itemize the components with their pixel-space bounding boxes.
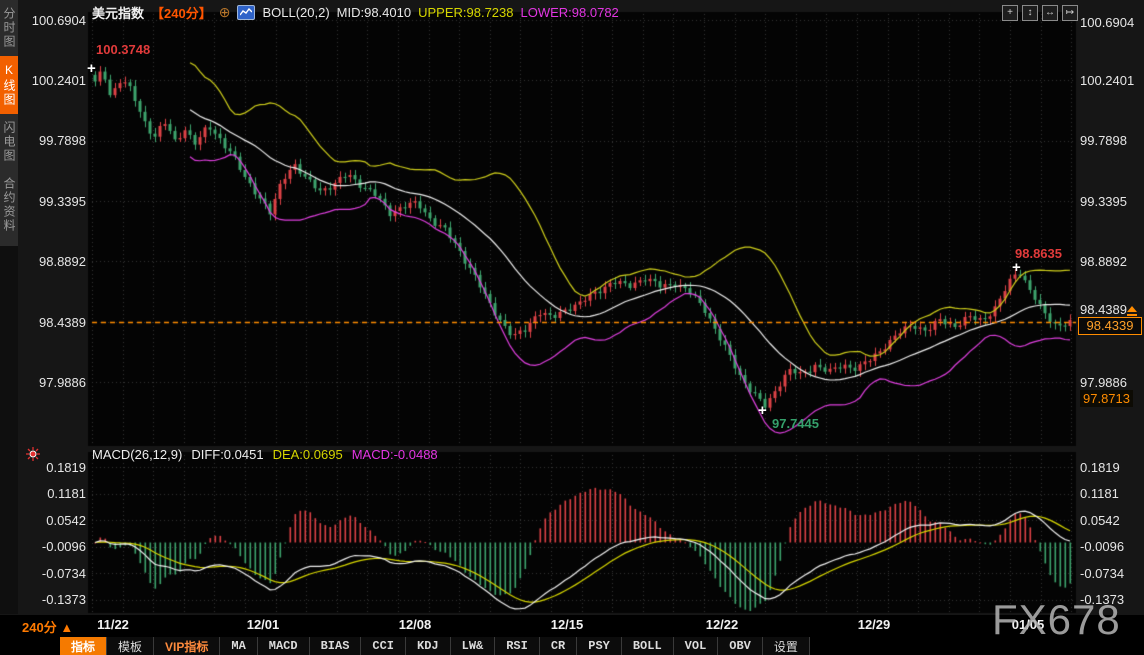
- macd-axis-label: -0.0096: [41, 539, 86, 554]
- x-axis-label: 11/22: [97, 617, 129, 632]
- macd-header: MACD(26,12,9) DIFF:0.0451 DEA:0.0695 MAC…: [92, 447, 438, 462]
- current-price-box: 98.4339: [1078, 317, 1142, 335]
- price-axis-label: 99.7898: [1080, 133, 1127, 148]
- x-axis-label: 12/01: [246, 617, 280, 632]
- toolbar-item-vol[interactable]: VOL: [673, 637, 719, 655]
- period-selector[interactable]: 240分 ▲: [22, 620, 74, 635]
- toolbar-item-boll[interactable]: BOLL: [621, 637, 674, 655]
- chart-type-icon[interactable]: [237, 5, 256, 20]
- macd-axis-label: 0.1181: [47, 486, 86, 501]
- macd-macd-value: MACD:-0.0488: [351, 447, 438, 462]
- macd-axis-label: 0.0542: [46, 513, 86, 528]
- toolbar-item-cci[interactable]: CCI: [361, 637, 407, 655]
- price-axis-label: 100.2401: [31, 73, 86, 88]
- toolbar-item-macd[interactable]: MACD: [257, 637, 310, 655]
- boll-mid-value: MID:98.4010: [336, 5, 412, 20]
- price-marker-icon: [1126, 306, 1138, 319]
- crosshair-marker: +: [758, 402, 767, 419]
- sidebar-tab-kline[interactable]: K线图: [0, 56, 18, 114]
- x-axis-label: 12/22: [705, 617, 739, 632]
- price-axis-label: 99.7898: [39, 133, 86, 148]
- macd-axis-label: 0.1819: [46, 460, 86, 475]
- x-axis-label: 12/15: [550, 617, 584, 632]
- price-axis-label: 98.4389: [39, 315, 86, 330]
- toolbar-item-vip[interactable]: VIP指标: [154, 637, 221, 655]
- toolbar-item-cr[interactable]: CR: [539, 637, 578, 655]
- boll-upper-value: UPPER:98.7238: [418, 5, 514, 20]
- price-axis-label: 100.6904: [31, 13, 86, 28]
- price-axis-label: 100.2401: [1080, 73, 1135, 88]
- scroll-right-icon[interactable]: ↦: [1062, 5, 1078, 21]
- sidebar-tab-timeline[interactable]: 分时图: [2, 7, 16, 49]
- macd-axis-label: -0.0734: [1080, 566, 1125, 581]
- symbol-title: 美元指数: [92, 6, 145, 21]
- macd-axis-label: 0.1819: [1080, 460, 1120, 475]
- annotation-high-first: 100.3748: [96, 42, 151, 57]
- toolbar-item-indicators[interactable]: 指标: [60, 637, 108, 655]
- boll-lower-value: LOWER:98.0782: [520, 5, 619, 20]
- macd-axis-label: 0.1181: [1080, 486, 1119, 501]
- toolbar-item-ma[interactable]: MA: [220, 637, 258, 655]
- crosshair-marker: +: [87, 60, 96, 77]
- price-axis-label: 98.8892: [1080, 254, 1127, 269]
- toolbar-item-rsi[interactable]: RSI: [495, 637, 540, 655]
- macd-diff-value: DIFF:0.0451: [191, 447, 264, 462]
- macd-axis-label: 0.0542: [1080, 513, 1120, 528]
- fit-horizontal-icon[interactable]: ↔: [1042, 5, 1058, 21]
- x-axis-label: 01/05: [1011, 617, 1045, 632]
- boll-label: BOLL(20,2): [262, 5, 330, 20]
- toolbar-item-psy[interactable]: PSY: [577, 637, 622, 655]
- toolbar-item-lw[interactable]: LW&: [450, 637, 496, 655]
- chart-header: 美元指数 【240分】 ⊕ BOLL(20,2) MID:98.4010 UPP…: [92, 4, 619, 21]
- toolbar-item-bias[interactable]: BIAS: [309, 637, 362, 655]
- macd-name: MACD(26,12,9): [92, 447, 183, 462]
- indicator-toolbar: 指标 模板 VIP指标 MA MACD BIAS CCI KDJ LW& RSI…: [0, 637, 1144, 655]
- price-axis-label: 100.6904: [1080, 15, 1135, 30]
- macd-axis-label: -0.1373: [41, 592, 86, 607]
- price-axis-label: 98.8892: [39, 254, 86, 269]
- chevron-up-icon: ▲: [60, 620, 74, 635]
- toolbar-item-kdj[interactable]: KDJ: [406, 637, 451, 655]
- pan-icon[interactable]: +: [1002, 5, 1018, 21]
- period-label: 【240分】: [151, 6, 212, 21]
- price-axis-label: 98.4389: [1080, 302, 1127, 317]
- annotation-high-recent: 98.8635: [1015, 246, 1062, 261]
- sidebar-tab-lightning[interactable]: 闪电图: [2, 121, 16, 163]
- fit-vertical-icon[interactable]: ↕: [1022, 5, 1038, 21]
- toolbar-item-obv[interactable]: OBV: [718, 637, 763, 655]
- x-axis-row: 240分 ▲ 11/22 12/01 12/08 12/15 12/22 12/…: [0, 615, 1144, 637]
- toolbar-item-settings[interactable]: 设置: [762, 637, 810, 655]
- price-axis-label: 97.9886: [39, 375, 86, 390]
- macd-axis-label: -0.0734: [41, 566, 86, 581]
- x-axis-label: 12/08: [398, 617, 432, 632]
- left-sidebar: 分时图 K线图 闪电图 合约资料: [0, 0, 18, 614]
- crosshair-marker: +: [1012, 259, 1021, 276]
- indicator-alert-icon[interactable]: [26, 447, 40, 461]
- x-axis-label: 12/29: [857, 617, 891, 632]
- watermark: FX678: [992, 596, 1121, 643]
- macd-axis-label: -0.0096: [1080, 539, 1125, 554]
- price-axis-label: 99.3395: [1080, 194, 1127, 209]
- chart-controls: + ↕ ↔ ↦: [1002, 5, 1078, 21]
- toolbar-item-templates[interactable]: 模板: [107, 637, 155, 655]
- add-indicator-icon[interactable]: ⊕: [218, 4, 231, 20]
- macd-axis-label: -0.1373: [1080, 592, 1125, 607]
- sidebar-tab-contract-info[interactable]: 合约资料: [2, 177, 16, 233]
- price-axis-label: 99.3395: [39, 194, 86, 209]
- annotation-low: 97.7445: [772, 416, 819, 431]
- macd-dea-value: DEA:0.0695: [272, 447, 343, 462]
- low-price-marker: 97.8713: [1080, 390, 1133, 407]
- price-axis-label: 97.9886: [1080, 375, 1127, 390]
